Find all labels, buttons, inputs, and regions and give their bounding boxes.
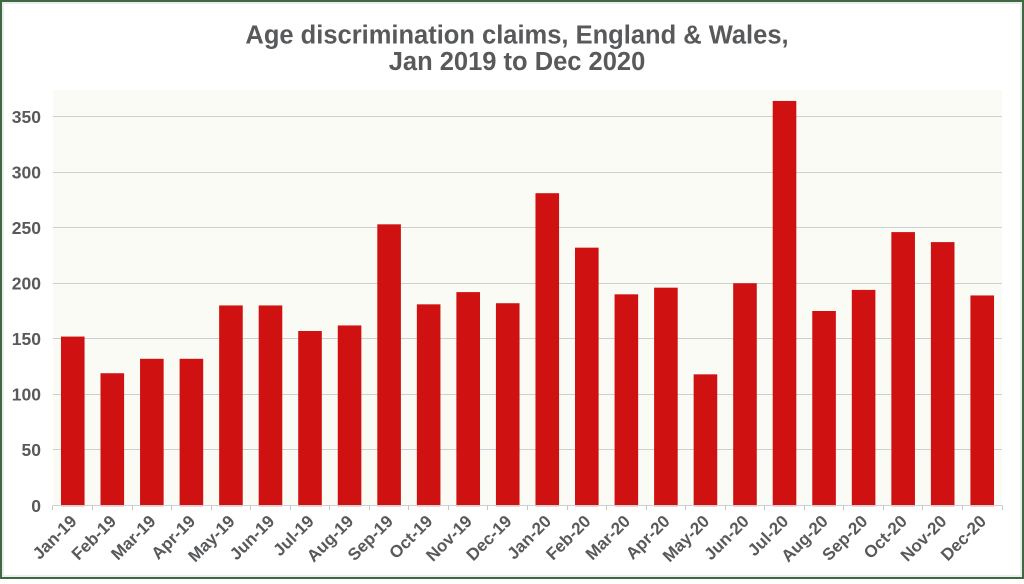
svg-text:0: 0 xyxy=(31,496,41,516)
svg-text:100: 100 xyxy=(12,385,41,405)
svg-text:300: 300 xyxy=(12,162,41,182)
svg-text:Age discrimination claims, Eng: Age discrimination claims, England & Wal… xyxy=(245,22,788,50)
svg-text:350: 350 xyxy=(12,107,41,127)
svg-text:Jan 2019 to Dec 2020: Jan 2019 to Dec 2020 xyxy=(389,48,646,76)
svg-text:250: 250 xyxy=(12,218,41,238)
svg-text:150: 150 xyxy=(12,329,41,349)
svg-text:50: 50 xyxy=(22,440,42,460)
svg-text:200: 200 xyxy=(12,274,41,294)
